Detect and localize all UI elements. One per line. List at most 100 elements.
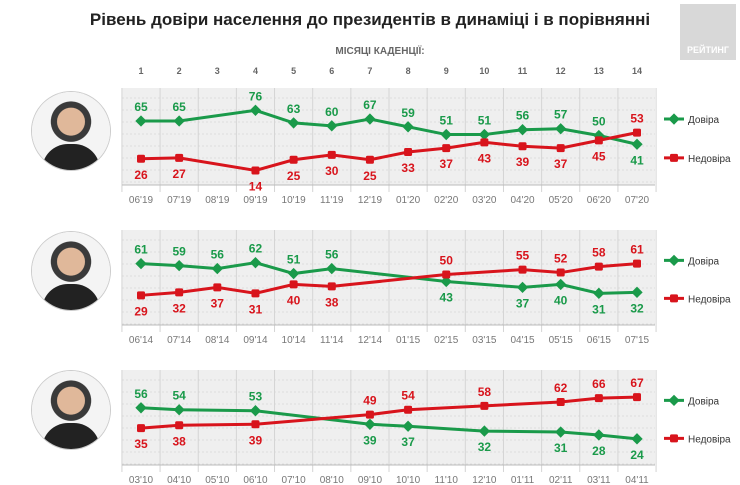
distrust-data-label: 14 (249, 179, 263, 193)
trust-marker (364, 418, 376, 430)
x-tick-label: 07'15 (625, 335, 650, 346)
distrust-data-label: 54 (401, 389, 415, 403)
month-number: 14 (632, 66, 642, 76)
x-tick-label: 10'10 (396, 475, 421, 485)
distrust-data-label: 38 (325, 295, 339, 309)
x-tick-label: 08'10 (320, 475, 345, 485)
month-number: 2 (177, 66, 182, 76)
trust-data-label: 61 (134, 243, 148, 257)
distrust-data-label: 32 (172, 301, 186, 315)
legend-trust-label: Довіра (688, 256, 720, 267)
trust-marker (440, 275, 452, 288)
month-number: 12 (556, 66, 566, 76)
month-number: 9 (444, 66, 449, 76)
trust-data-label: 32 (478, 440, 492, 454)
distrust-data-label: 58 (478, 385, 492, 399)
trust-data-label: 76 (249, 89, 263, 103)
x-tick-label: 04'11 (625, 475, 649, 485)
x-tick-label: 07'20 (625, 195, 650, 206)
x-tick-label: 12'19 (358, 195, 383, 206)
legend-trust-label: Довіра (688, 396, 720, 407)
trust-marker (402, 420, 414, 432)
trust-marker (135, 402, 147, 414)
x-tick-label: 03'15 (472, 335, 497, 346)
trust-marker (631, 138, 643, 150)
distrust-marker (556, 397, 565, 406)
distrust-marker (518, 265, 527, 274)
trust-marker (631, 433, 643, 445)
x-tick-label: 09'19 (243, 195, 268, 206)
x-tick-label: 08'19 (205, 195, 230, 206)
legend-distrust-label: Недовіра (688, 294, 731, 305)
x-tick-label: 03'20 (472, 195, 497, 206)
x-tick-label: 07'14 (167, 335, 192, 346)
x-tick-label: 06'20 (587, 195, 612, 206)
x-tick-label: 08'14 (205, 335, 230, 346)
trust-data-label: 59 (172, 245, 186, 259)
legend-distrust-label: Недовіра (688, 154, 731, 165)
distrust-data-label: 50 (440, 254, 454, 268)
distrust-data-label: 61 (630, 243, 644, 257)
distrust-marker (251, 420, 260, 429)
rating-logo: РЕЙТИНГ (680, 4, 736, 60)
distrust-marker (594, 262, 603, 271)
x-tick-label: 09'14 (243, 335, 268, 346)
distrust-marker (327, 150, 336, 159)
distrust-marker (480, 401, 489, 410)
distrust-data-label: 53 (630, 112, 644, 126)
trust-data-label: 56 (325, 248, 339, 262)
x-tick-label: 02'15 (434, 335, 459, 346)
x-tick-label: 07'19 (167, 195, 192, 206)
month-number: 5 (291, 66, 296, 76)
distrust-data-label: 39 (249, 433, 263, 447)
legend-distrust-marker (670, 153, 678, 162)
x-tick-label: 03'10 (129, 475, 154, 485)
trust-data-label: 31 (592, 302, 606, 316)
trust-data-label: 56 (134, 387, 148, 401)
x-tick-label: 06'10 (243, 475, 268, 485)
distrust-data-label: 26 (134, 168, 148, 182)
x-tick-label: 12'10 (472, 475, 497, 485)
month-number: 13 (594, 66, 604, 76)
trust-data-label: 65 (172, 100, 186, 114)
trust-data-label: 60 (325, 105, 339, 119)
x-tick-label: 06'15 (587, 335, 612, 346)
distrust-data-label: 55 (516, 249, 530, 263)
months-axis-label: МІСЯЦІ КАДЕНЦІЇ: (335, 44, 424, 57)
trust-data-label: 56 (516, 109, 530, 123)
x-tick-label: 03'11 (587, 475, 611, 485)
distrust-data-label: 25 (363, 169, 377, 183)
distrust-marker (518, 142, 527, 151)
legend-trust-marker (668, 394, 680, 407)
distrust-marker (442, 270, 451, 279)
legend-trust-label: Довіра (688, 115, 720, 126)
legend-trust-marker (668, 113, 680, 125)
distrust-marker (365, 410, 374, 419)
chart-title: Рівень довіри населення до президентів в… (89, 10, 651, 29)
distrust-data-label: 29 (134, 304, 148, 318)
president-photo-3 (32, 371, 110, 449)
distrust-marker (633, 259, 641, 268)
distrust-data-label: 25 (287, 169, 301, 183)
distrust-data-label: 49 (363, 394, 377, 408)
distrust-data-label: 58 (592, 246, 606, 260)
distrust-marker (327, 282, 336, 291)
x-tick-label: 04'15 (510, 335, 535, 346)
x-tick-label: 10'14 (282, 335, 307, 346)
distrust-data-label: 52 (554, 252, 568, 266)
distrust-data-label: 30 (325, 164, 339, 178)
trust-data-label: 65 (134, 100, 148, 114)
trust-data-label: 54 (172, 389, 186, 403)
trust-marker (516, 281, 529, 294)
trust-data-label: 56 (211, 248, 225, 262)
distrust-marker (556, 268, 565, 277)
distrust-marker (633, 393, 641, 402)
month-number: 8 (406, 66, 411, 76)
distrust-data-label: 35 (134, 437, 148, 451)
trust-data-label: 59 (401, 106, 415, 120)
trust-data-label: 50 (592, 115, 606, 129)
trust-data-label: 62 (249, 242, 263, 256)
x-tick-label: 11'14 (320, 335, 344, 346)
distrust-marker (175, 153, 184, 162)
